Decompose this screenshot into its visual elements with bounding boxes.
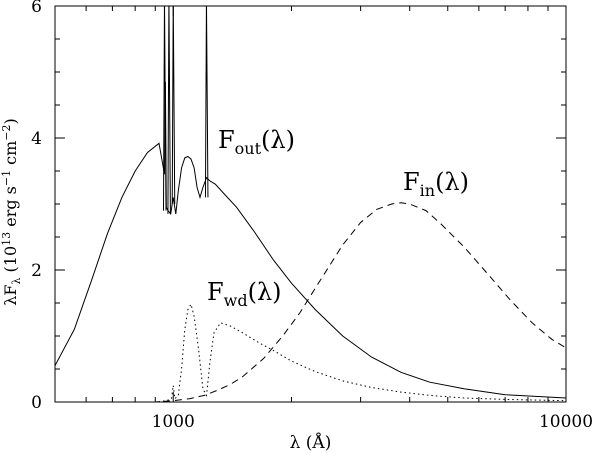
- y-axis-label: λFλ (1013 erg s−1 cm−2): [0, 118, 23, 306]
- series-label-tail: (λ): [261, 126, 295, 154]
- series-out-line-feature: [171, 6, 176, 205]
- plot-frame-layer: [54, 5, 567, 403]
- series-label-main: F: [403, 168, 420, 196]
- series-label-sub: wd: [224, 291, 248, 310]
- y-tick-label: 4: [31, 129, 42, 149]
- series-label-tail: (λ): [248, 278, 282, 306]
- plot-frame: [54, 5, 567, 403]
- series-line-in: [55, 202, 566, 402]
- series-label-tail: (λ): [435, 168, 469, 196]
- series-layer: [55, 6, 566, 402]
- y-tick-label: 0: [31, 393, 42, 413]
- series-label-sub: out: [235, 139, 262, 158]
- series-label-main: F: [207, 278, 224, 306]
- y-axis-label-part: λF: [1, 285, 20, 306]
- series-label-wd: Fwd(λ): [207, 278, 282, 310]
- series-line-out: [55, 81, 566, 399]
- series-label-in: Fin(λ): [403, 168, 469, 200]
- tick-layer: [54, 5, 567, 403]
- y-axis-label-part: (10: [1, 246, 20, 278]
- y-axis-label-part: erg s: [1, 186, 20, 232]
- series-label-main: F: [218, 126, 235, 154]
- x-tick-label: 1000: [152, 412, 195, 432]
- series-out-line-feature: [167, 6, 171, 214]
- y-axis-label-part: λ: [10, 278, 23, 285]
- series-out-line-feature: [162, 6, 167, 211]
- y-axis-label-part: −1: [0, 170, 13, 186]
- x-tick-label: 10000: [539, 412, 593, 432]
- series-out-line-feature: [204, 6, 209, 198]
- y-axis-label-part: −2: [0, 124, 13, 140]
- y-tick-label: 6: [31, 0, 42, 17]
- y-tick-label: 2: [31, 261, 42, 281]
- series-label-out: Fout(λ): [218, 126, 295, 158]
- y-axis-label-part: cm: [1, 141, 20, 170]
- x-axis-label: λ (Å): [290, 432, 332, 453]
- y-axis-label-part: 13: [0, 232, 13, 246]
- series-label-sub: in: [420, 181, 435, 200]
- y-axis-label-part: ): [1, 118, 20, 124]
- series-line-wd: [55, 303, 566, 402]
